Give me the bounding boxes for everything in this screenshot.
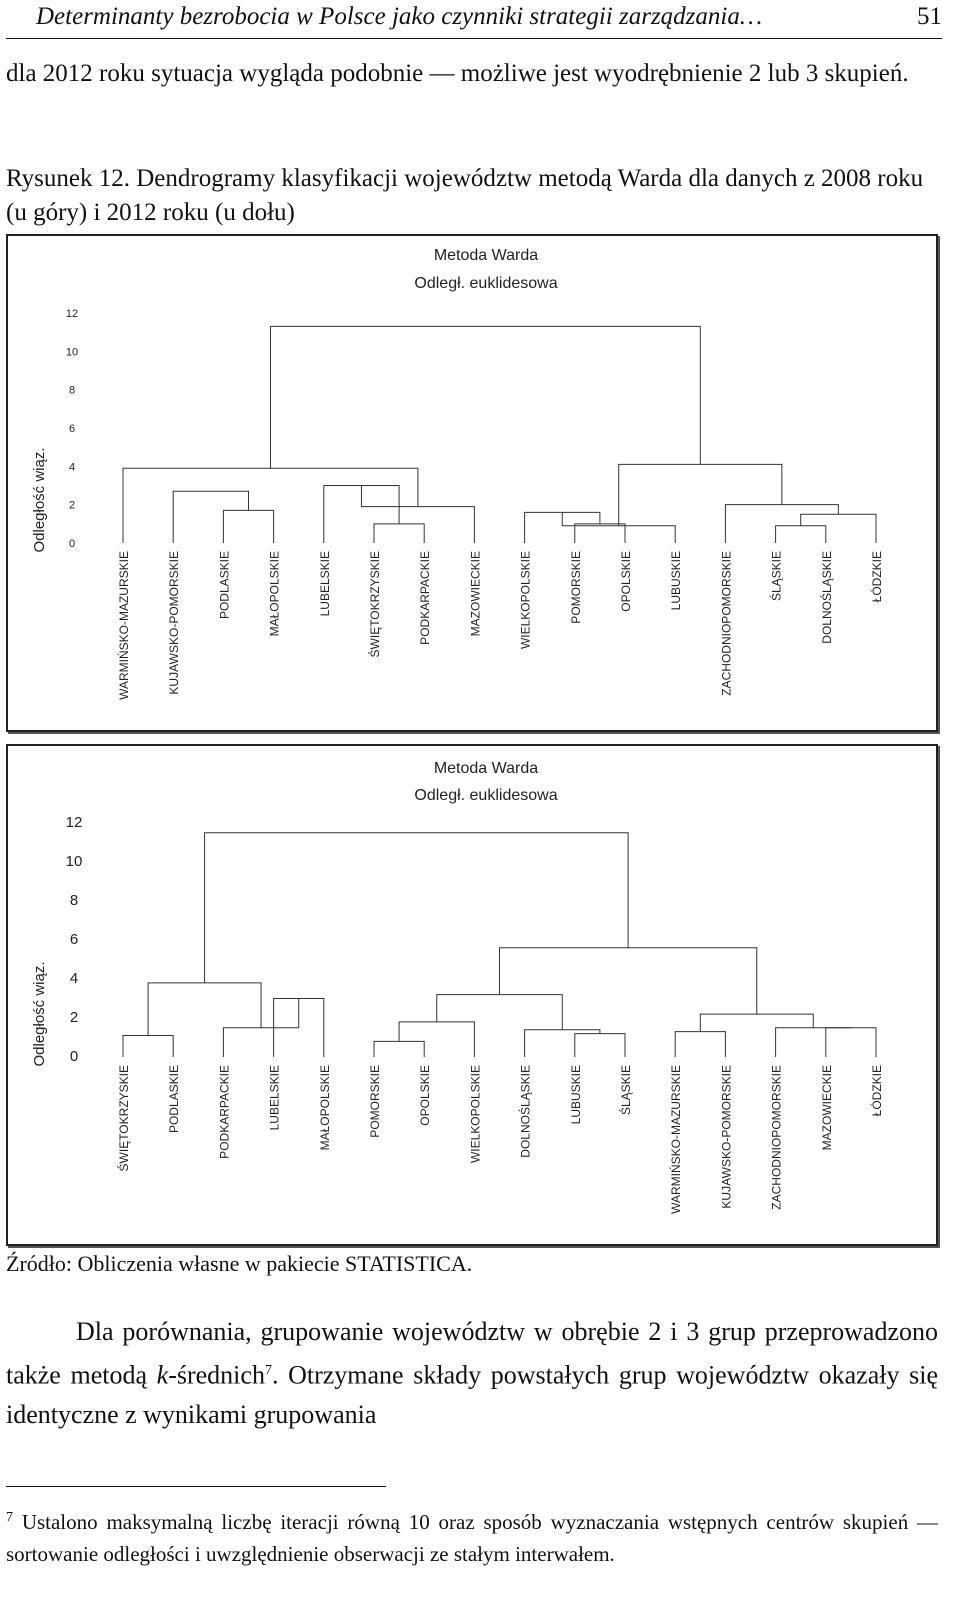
- leaf-label: MAZOWIECKIE: [468, 551, 482, 636]
- footnote-ref[interactable]: 7: [264, 1363, 272, 1378]
- dendrogram-link: [436, 994, 563, 1030]
- dendrogram-link: [122, 1035, 174, 1057]
- leaf-label: DOLNOŚLĄSKIE: [819, 551, 834, 644]
- dendrogram-link: [574, 523, 626, 543]
- dendrogram-link: [499, 947, 758, 1015]
- dendrogram-link: [222, 509, 275, 543]
- dendrogram-link: [775, 1027, 851, 1057]
- dendrogram-link: [800, 513, 877, 543]
- leaf-label: PODLASKIE: [217, 551, 231, 619]
- y-tick-label: 12: [66, 814, 83, 831]
- leaf-label: MAŁOPOLSKIE: [318, 1065, 332, 1150]
- chart-title: Metoda Warda: [434, 247, 538, 264]
- leaf-label: MAŁOPOLSKIE: [268, 551, 282, 636]
- chart-subtitle: Odległ. euklidesowa: [414, 275, 557, 292]
- page-number: 51: [917, 3, 942, 30]
- y-tick-label: 2: [69, 500, 75, 512]
- y-tick-label: 8: [69, 385, 75, 397]
- leaf-label: LUBELSKIE: [318, 551, 332, 616]
- dendrogram-2012: Metoda Warda Odległ. euklidesowa Odległość…: [31, 760, 884, 1214]
- leaf-label: PODLASKIE: [167, 1065, 181, 1133]
- body-paragraph: Dla porównania, grupowanie województw w …: [6, 1312, 938, 1434]
- dendrogram-2012-panel: Metoda Warda Odległ. euklidesowa Odległość…: [6, 744, 938, 1246]
- running-header: Determinanty bezrobocia w Polsce jako cz…: [6, 0, 942, 39]
- leaf-label: POMORSKIE: [368, 1065, 382, 1138]
- running-title: Determinanty bezrobocia w Polsce jako cz…: [36, 3, 763, 30]
- dendrogram-link: [269, 325, 701, 469]
- footnote-number: 7: [6, 1510, 13, 1525]
- dendrogram-link: [373, 523, 425, 543]
- body-text-part1: Dla porównania, grupowanie województw w …: [6, 1317, 938, 1390]
- leaf-label: KUJAWSKO-POMORSKIE: [167, 551, 181, 695]
- body-text-italic: k: [156, 1360, 169, 1390]
- y-tick-label: 6: [70, 931, 78, 948]
- leaf-label: ZACHODNIOPOMORSKIE: [719, 551, 733, 696]
- leaf-label: LUBELSKIE: [268, 1065, 282, 1130]
- y-tick-label: 12: [66, 308, 78, 320]
- leaf-label: ZACHODNIOPOMORSKIE: [770, 1065, 784, 1210]
- dendrogram-2008-panel: Metoda Warda Odległ. euklidesowa Odległość…: [6, 234, 938, 732]
- y-tick-label: 4: [69, 461, 75, 473]
- footnote-divider: [6, 1486, 386, 1487]
- leaf-label: ŁÓDZKIE: [869, 551, 884, 602]
- footnote: 7 Ustalono maksymalną liczbę iteracji ró…: [6, 1502, 938, 1570]
- chart-title: Metoda Warda: [434, 760, 538, 777]
- dendrogram-link: [172, 490, 249, 543]
- y-tick-label: 8: [70, 892, 78, 909]
- leaf-label: LUBUSKIE: [669, 551, 683, 610]
- dendrogram-link: [775, 525, 827, 543]
- y-tick-label: 10: [66, 346, 78, 358]
- leaf-label: WARMIŃSKO-MAZURSKIE: [668, 1065, 683, 1214]
- leaf-label: DOLNOŚLĄSKIE: [518, 1065, 533, 1158]
- figure-source: Źródło: Obliczenia własne w pakiecie STA…: [6, 1251, 473, 1276]
- dendrogram-link: [373, 1040, 425, 1057]
- y-axis-label: Odległość wiąz.: [31, 447, 48, 552]
- y-tick-label: 6: [69, 423, 75, 435]
- dendrogram-link: [674, 1031, 726, 1057]
- leaf-label: POMORSKIE: [569, 551, 583, 624]
- leaf-label: LUBUSKIE: [569, 1065, 583, 1124]
- dendrogram-link: [524, 511, 601, 543]
- y-tick-label: 2: [70, 1009, 78, 1026]
- leaf-label: PODKARPACKIE: [418, 551, 432, 645]
- leaf-label: ŚWIĘTOKRZYSKIE: [116, 1065, 131, 1171]
- leaf-label: ŚLĄSKIE: [769, 551, 784, 601]
- leaf-label: ŚWIĘTOKRZYSKIE: [367, 551, 382, 657]
- body-text-part3: . Otrzymane składy powstałych grup wojew…: [6, 1360, 938, 1429]
- leaf-label: WIELKOPOLSKIE: [468, 1065, 482, 1163]
- dendrogram-link: [724, 504, 839, 543]
- leaf-label: OPOLSKIE: [619, 551, 633, 612]
- leaf-label: MAZOWIECKIE: [820, 1065, 834, 1150]
- leaf-label: WARMIŃSKO-MAZURSKIE: [116, 551, 131, 700]
- figure-caption: Rysunek 12. Dendrogramy klasyfikacji woj…: [6, 165, 924, 226]
- y-tick-label: 0: [70, 1048, 78, 1065]
- leaf-label: PODKARPACKIE: [217, 1065, 231, 1159]
- y-tick-label: 10: [66, 853, 83, 870]
- dendrogram-link: [574, 1033, 626, 1057]
- dendrogram-link: [825, 1027, 877, 1057]
- leaf-label: WIELKOPOLSKIE: [519, 551, 533, 649]
- leaf-label: ŚLĄSKIE: [618, 1065, 633, 1115]
- y-tick-label: 0: [69, 538, 75, 550]
- leaf-label: KUJAWSKO-POMORSKIE: [719, 1065, 733, 1209]
- chart-subtitle: Odległ. euklidesowa: [414, 787, 557, 804]
- dendrogram-2008: Metoda Warda Odległ. euklidesowa Odległość…: [31, 247, 884, 700]
- y-axis-label: Odległość wiąz.: [31, 961, 48, 1066]
- footnote-text: Ustalono maksymalną liczbę iteracji równ…: [6, 1510, 938, 1566]
- body-text-part2: -średnich: [168, 1360, 265, 1390]
- dendrogram-link: [699, 1013, 814, 1032]
- dendrogram-link: [618, 463, 783, 526]
- intro-paragraph: dla 2012 roku sytuacja wygląda podobnie …: [6, 60, 909, 87]
- dendrogram-link: [398, 1021, 475, 1057]
- y-tick-label: 4: [70, 970, 78, 987]
- leaf-label: OPOLSKIE: [418, 1065, 432, 1126]
- leaf-label: ŁÓDZKIE: [869, 1065, 884, 1116]
- dendrogram-link: [147, 982, 262, 1036]
- dendrogram-link: [204, 832, 629, 983]
